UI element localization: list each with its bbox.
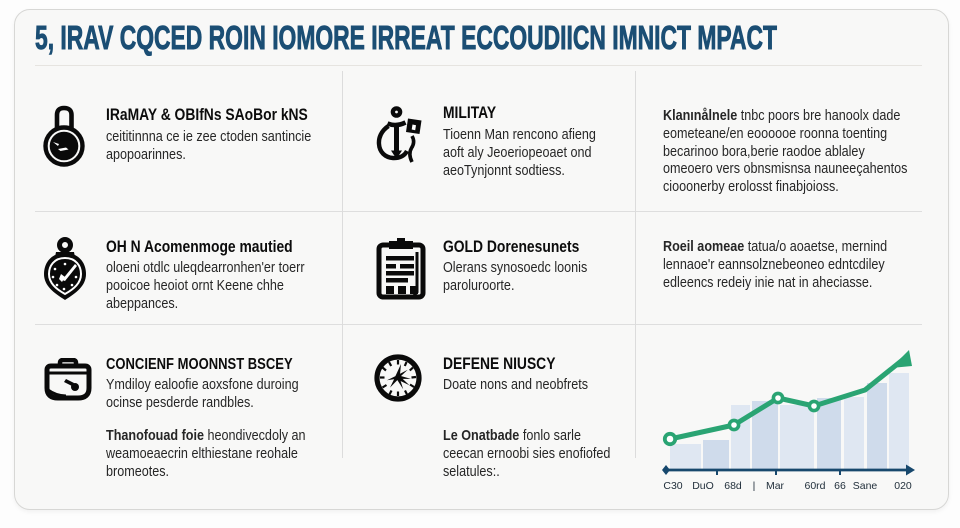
svg-text:|: | xyxy=(753,480,756,492)
svg-text:020: 020 xyxy=(894,480,912,492)
svg-text:C30: C30 xyxy=(663,480,682,492)
svg-text:Mar: Mar xyxy=(766,480,785,492)
svg-text:66: 66 xyxy=(834,480,846,492)
svg-text:DuO: DuO xyxy=(692,480,714,492)
svg-text:Sane: Sane xyxy=(853,480,878,492)
svg-text:60rd: 60rd xyxy=(804,480,825,492)
svg-text:68d: 68d xyxy=(724,480,742,492)
